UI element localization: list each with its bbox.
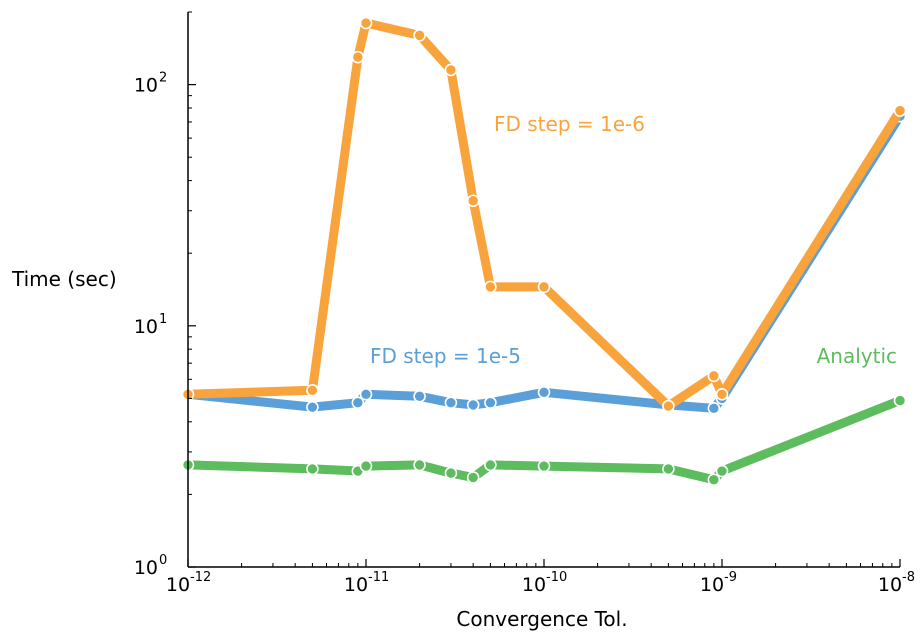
data-point bbox=[306, 400, 319, 414]
data-point bbox=[306, 462, 319, 476]
data-point bbox=[537, 459, 551, 473]
data-point bbox=[444, 466, 458, 480]
x-tick-exponent: -11 bbox=[368, 570, 389, 585]
data-point bbox=[537, 386, 551, 399]
data-point bbox=[715, 464, 729, 478]
data-point bbox=[893, 104, 907, 117]
data-point bbox=[662, 462, 675, 476]
x-tick-label: 10 bbox=[522, 574, 546, 596]
data-point bbox=[306, 384, 319, 397]
data-point bbox=[466, 398, 480, 412]
series-labels: FD step = 1e-5 FD step = 1e-6 Analytic bbox=[370, 112, 897, 368]
data-point bbox=[351, 396, 365, 409]
y-tick-label: 10 bbox=[134, 316, 158, 338]
axes-layer: 10 -12 10 -11 10 -10 10 -9 10 -810 010 110 2 bbox=[134, 11, 915, 596]
data-point bbox=[707, 369, 721, 383]
x-tick-label: 10 bbox=[344, 574, 368, 596]
y-axis-label: Time (sec) bbox=[11, 267, 117, 291]
data-point bbox=[359, 388, 373, 401]
data-point bbox=[715, 388, 729, 401]
data-point bbox=[707, 473, 721, 487]
data-point bbox=[351, 50, 365, 64]
data-point bbox=[466, 471, 480, 484]
data-point bbox=[444, 396, 458, 409]
series-line-2 bbox=[183, 18, 905, 411]
x-tick-label: 10 bbox=[700, 574, 724, 596]
x-tick-label: 10 bbox=[166, 574, 190, 596]
x-tick-exponent: -10 bbox=[546, 570, 567, 585]
y-tick-exponent: 1 bbox=[159, 312, 167, 327]
series-layer bbox=[181, 16, 907, 487]
data-point bbox=[444, 63, 458, 77]
data-point bbox=[662, 399, 675, 413]
data-point bbox=[893, 394, 907, 407]
data-point bbox=[359, 459, 373, 473]
x-tick-label: 10 bbox=[878, 574, 902, 596]
x-tick-exponent: -9 bbox=[724, 570, 737, 585]
data-point bbox=[537, 280, 551, 294]
x-tick-exponent: -12 bbox=[190, 570, 211, 585]
y-tick-label: 10 bbox=[134, 557, 158, 579]
x-axis-label: Convergence Tol. bbox=[456, 607, 627, 631]
data-point bbox=[707, 401, 721, 415]
data-point bbox=[484, 396, 497, 409]
data-point bbox=[359, 16, 373, 30]
data-point bbox=[484, 280, 497, 294]
data-point bbox=[413, 390, 426, 403]
y-tick-label: 10 bbox=[134, 75, 158, 97]
data-point bbox=[484, 458, 497, 472]
y-tick-exponent: 2 bbox=[159, 71, 167, 86]
data-point bbox=[466, 194, 480, 208]
series-line-1 bbox=[183, 111, 905, 413]
series-label: Analytic bbox=[817, 344, 897, 368]
series-label: FD step = 1e-6 bbox=[494, 112, 645, 136]
x-tick-exponent: -8 bbox=[902, 570, 915, 585]
y-tick-exponent: 0 bbox=[159, 553, 167, 568]
data-point bbox=[413, 29, 426, 42]
series-label: FD step = 1e-5 bbox=[370, 344, 521, 368]
data-point bbox=[413, 458, 426, 472]
